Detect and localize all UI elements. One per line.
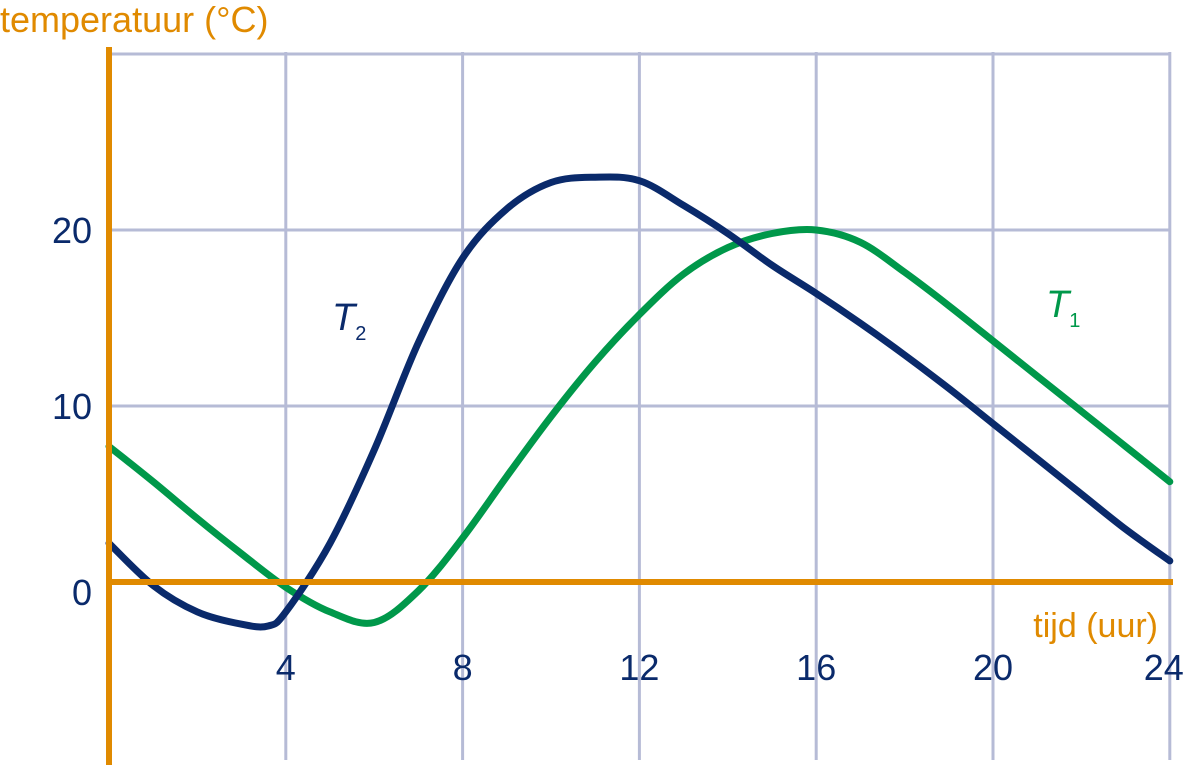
x-tick-label-24: 24 [1144,647,1184,688]
y-tick-label-20: 20 [52,210,92,251]
series-label-t1-sub: 1 [1069,310,1080,332]
series-line-t2 [105,173,1174,631]
y-tick-label-0: 0 [72,572,92,613]
series-label-t1-main: T [1046,284,1072,326]
x-tick-label-8: 8 [453,647,473,688]
series-label-t2: T2 [332,297,366,345]
x-tick-label-4: 4 [276,647,296,688]
series-label-t2-sub: 2 [355,323,366,345]
x-tick-label-20: 20 [973,647,1013,688]
y-tick-label-10: 10 [52,386,92,427]
series-label-t1: T1 [1046,284,1080,332]
series-lines [105,173,1174,631]
x-axis-label: tijd (uur) [1033,607,1158,645]
axes [106,47,1173,765]
series-line-t1 [105,226,1174,627]
x-tick-label-16: 16 [796,647,836,688]
x-tick-label-12: 12 [619,647,659,688]
y-axis-label: temperatuur (°C) [0,0,268,40]
series-label-t2-main: T [332,297,358,339]
